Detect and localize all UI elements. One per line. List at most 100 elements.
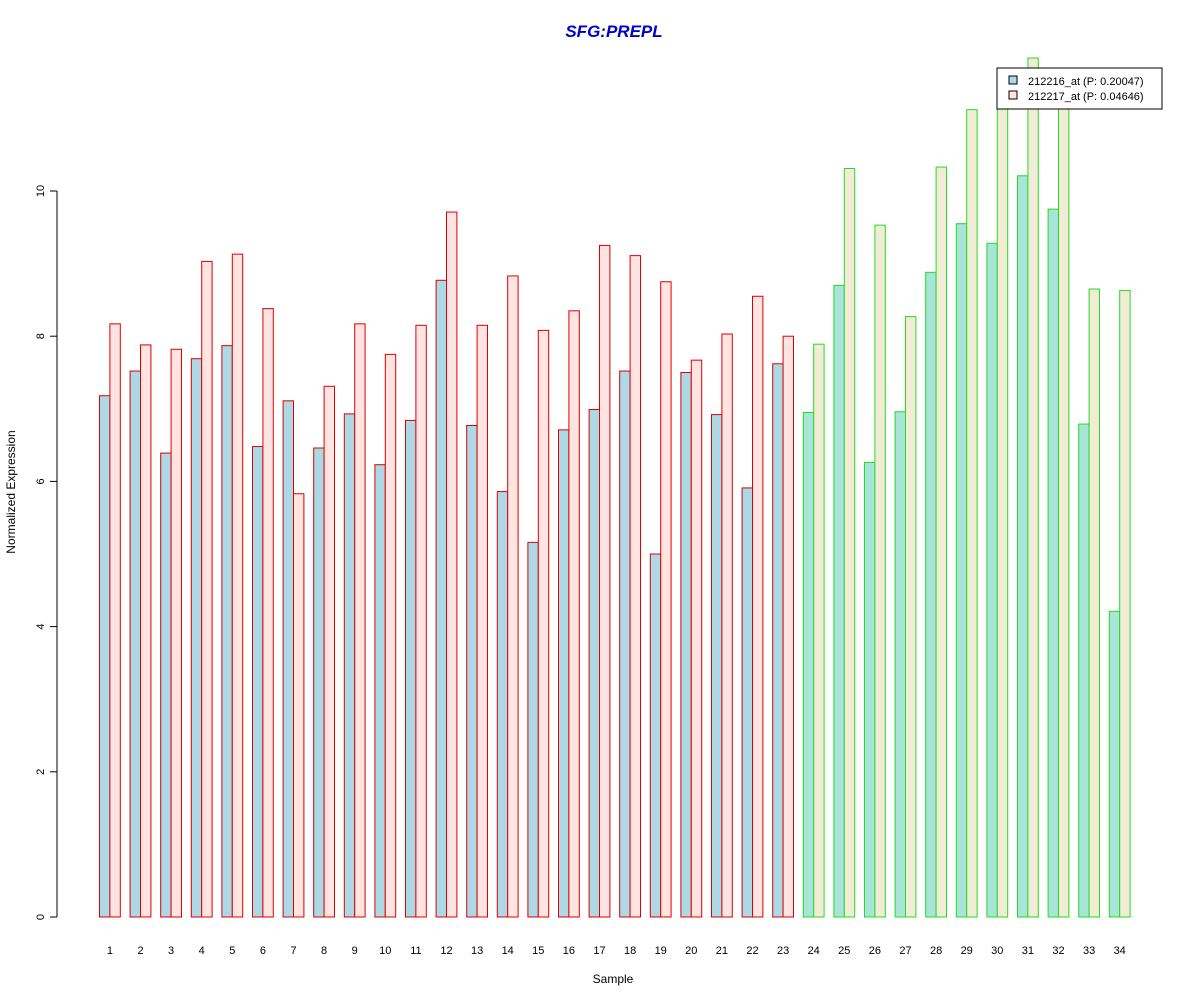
x-tick-label: 19 [655, 945, 667, 957]
x-tick-label: 8 [321, 945, 327, 957]
bar-sample-14-series-2 [507, 275, 519, 918]
bar-sample-24-series-1 [802, 411, 815, 918]
bar-sample-2-series-1 [129, 370, 142, 918]
chart-title: SFG:PREPL [565, 22, 662, 41]
bar-sample-26-series-1 [864, 462, 876, 918]
bar-sample-17-series-2 [599, 244, 611, 918]
bar-sample-34-series-2 [1119, 289, 1131, 918]
y-axis-label: Normalized Expression [4, 430, 18, 553]
bar-sample-25-series-1 [833, 284, 845, 918]
bar-sample-20-series-1 [680, 372, 692, 918]
x-tick-label: 24 [808, 945, 820, 957]
bar-sample-26-series-2 [874, 224, 886, 918]
legend-swatch-212216 [1008, 75, 1018, 85]
bar-sample-31-series-1 [1017, 175, 1029, 918]
bar-sample-34-series-1 [1108, 610, 1121, 918]
bar-sample-24-series-2 [813, 343, 825, 918]
x-tick-label: 17 [593, 945, 605, 957]
bar-sample-29-series-2 [966, 109, 978, 918]
bar-sample-17-series-1 [588, 409, 600, 918]
x-tick-label: 15 [532, 945, 544, 957]
x-tick-label: 6 [260, 945, 266, 957]
bar-sample-7-series-2 [293, 493, 305, 918]
bar-sample-8-series-2 [323, 385, 336, 918]
bar-sample-15-series-2 [537, 329, 550, 918]
y-tick-label: 0 [35, 914, 47, 920]
bar-sample-3-series-1 [160, 452, 172, 918]
x-tick-label: 13 [471, 945, 483, 957]
bar-sample-14-series-1 [496, 491, 509, 918]
x-tick-label: 21 [716, 945, 728, 957]
bar-sample-12-series-1 [435, 279, 448, 918]
x-tick-labels: 1 2 3 4 5 6 7 8 9 10 11 12 13 14 15 16 17 18 19 20 21 22 23 24 2… [107, 945, 1126, 957]
bar-sample-9-series-2 [354, 323, 366, 918]
x-tick-label: 30 [991, 945, 1003, 957]
y-axis: 0 2 4 6 8 10 [35, 185, 58, 920]
bar-sample-18-series-2 [629, 255, 641, 918]
bar-sample-28-series-2 [935, 166, 947, 918]
bar-sample-33-series-1 [1078, 423, 1090, 918]
bar-sample-5-series-1 [221, 345, 233, 918]
x-tick-label: 31 [1022, 945, 1034, 957]
x-tick-label: 32 [1052, 945, 1064, 957]
bar-sample-3-series-2 [170, 348, 183, 918]
x-tick-label: 16 [563, 945, 575, 957]
legend-entry-212217: 212217_at (P: 0.04646) [1028, 91, 1144, 103]
bar-sample-18-series-1 [619, 370, 631, 918]
x-tick-label: 34 [1114, 945, 1126, 957]
bar-sample-29-series-1 [955, 223, 968, 918]
bar-sample-12-series-2 [446, 211, 458, 918]
y-tick-label: 10 [35, 185, 47, 197]
x-axis-label: Sample [593, 972, 634, 986]
x-tick-label: 2 [137, 945, 143, 957]
x-tick-label: 26 [869, 945, 881, 957]
bar-sample-30-series-1 [986, 242, 998, 918]
x-tick-label: 33 [1083, 945, 1095, 957]
x-tick-label: 12 [440, 945, 452, 957]
x-tick-label: 25 [838, 945, 850, 957]
x-tick-label: 3 [168, 945, 174, 957]
bar-sample-11-series-1 [405, 419, 417, 918]
bar-sample-21-series-1 [711, 414, 723, 918]
bar-sample-10-series-1 [374, 464, 386, 918]
bar-sample-11-series-2 [415, 324, 427, 918]
bar-sample-16-series-1 [558, 429, 570, 918]
x-tick-label: 7 [290, 945, 296, 957]
bar-sample-4-series-1 [190, 358, 203, 918]
legend-entry-212216: 212216_at (P: 0.20047) [1028, 76, 1144, 88]
bar-sample-2-series-2 [140, 344, 152, 918]
bar-sample-27-series-2 [905, 316, 917, 918]
x-tick-label: 14 [502, 945, 514, 957]
bar-sample-28-series-1 [925, 271, 937, 918]
bar-sample-5-series-2 [231, 253, 244, 918]
y-tick-label: 6 [35, 478, 47, 484]
bar-sample-23-series-2 [782, 335, 794, 918]
x-tick-label: 1 [107, 945, 113, 957]
bar-sample-1-series-1 [99, 395, 111, 918]
bar-sample-4-series-2 [201, 260, 213, 918]
x-tick-label: 4 [199, 945, 205, 957]
bar-sample-6-series-1 [252, 446, 264, 918]
bar-sample-21-series-2 [721, 333, 733, 918]
x-tick-label: 29 [961, 945, 973, 957]
bar-sample-13-series-1 [466, 424, 478, 918]
legend: 212216_at (P: 0.20047) 212217_at (P: 0.0… [996, 67, 1163, 110]
bar-sample-33-series-2 [1088, 288, 1100, 918]
bars [99, 57, 1131, 918]
x-tick-label: 22 [746, 945, 758, 957]
x-tick-label: 27 [899, 945, 911, 957]
y-tick-label: 4 [35, 624, 47, 630]
bar-sample-32-series-2 [1058, 81, 1070, 918]
x-tick-label: 11 [410, 945, 421, 957]
bar-sample-22-series-1 [741, 487, 753, 918]
bar-sample-25-series-2 [843, 167, 856, 918]
bar-sample-6-series-2 [262, 308, 274, 918]
bar-sample-15-series-1 [527, 541, 539, 918]
x-tick-label: 18 [624, 945, 636, 957]
bar-sample-10-series-2 [384, 353, 397, 918]
x-tick-label: 9 [352, 945, 358, 957]
bar-sample-30-series-2 [996, 88, 1009, 918]
x-tick-label: 5 [229, 945, 235, 957]
bar-sample-7-series-1 [282, 400, 295, 918]
